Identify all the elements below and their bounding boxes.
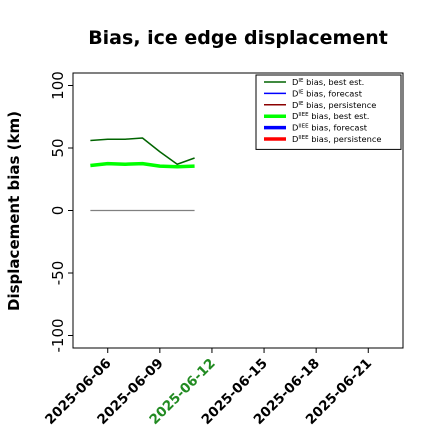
y-tick-label: 0 — [49, 206, 67, 216]
legend-box — [255, 74, 402, 150]
chart-title: Bias, ice edge displacement — [88, 27, 388, 49]
series-layer — [90, 137, 195, 169]
y-axis-label: Displacement bias (km) — [5, 111, 23, 311]
legend-label-5: DIIEE bias, persistence — [292, 134, 382, 144]
y-ticks: -100 -50 0 50 100 — [49, 71, 73, 353]
legend: DIE bias, best est.DIE bias, forecast DIE… — [255, 74, 402, 150]
legend-label-3: DIIEE bias, best est. — [292, 111, 369, 121]
legend-label-1: DIE bias, forecast — [292, 88, 363, 98]
series-line-0 — [90, 137, 195, 165]
y-tick-label: -50 — [49, 261, 67, 286]
y-tick-label: 50 — [49, 138, 67, 157]
y-tick-label: 100 — [49, 71, 67, 100]
x-ticks: 2025-06-062025-06-092025-06-122025-06-15… — [42, 348, 375, 428]
legend-label-4: DIIEE bias, forecast — [292, 123, 368, 133]
y-tick-label: -100 — [49, 318, 67, 352]
series-line-3 — [90, 161, 195, 169]
legend-label-0: DIE bias, best est. — [292, 77, 364, 87]
legend-label-2: DIE bias, persistence — [292, 100, 376, 110]
